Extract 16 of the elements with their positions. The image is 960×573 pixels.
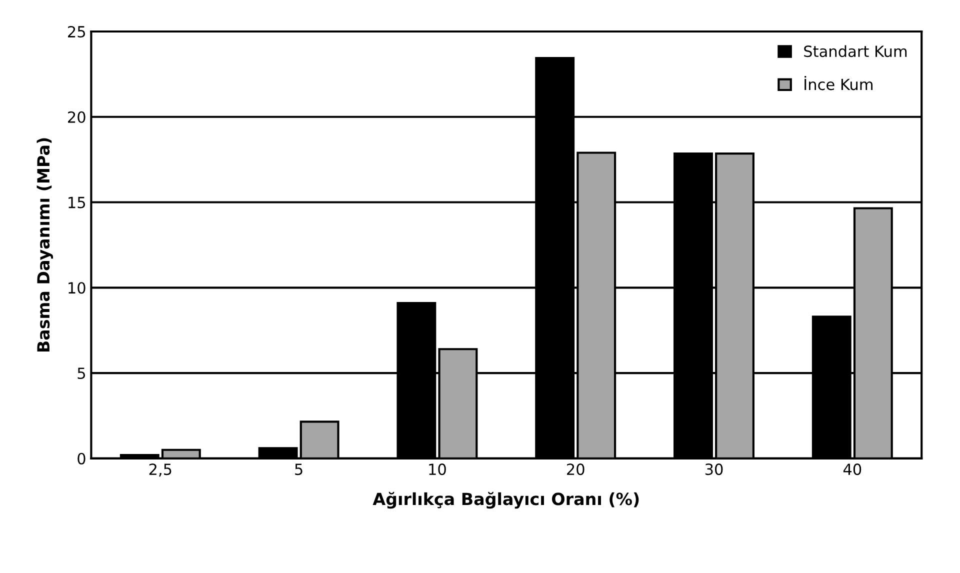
y-tick-label: 0 — [78, 452, 86, 464]
legend-label: İnce Kum — [804, 76, 872, 90]
y-tick-label: 15 — [68, 196, 86, 208]
x-tick-label: 40 — [843, 464, 862, 476]
x-tick-label: 5 — [295, 464, 302, 476]
legend-label: Standart Kum — [804, 45, 907, 58]
y-tick-label: 20 — [68, 111, 86, 123]
y-tick-label: 5 — [78, 368, 86, 380]
y-tick-label: 10 — [68, 282, 86, 294]
x-tick-label: 10 — [429, 464, 446, 476]
x-axis-title: Ağırlıkça Bağlayıcı Oranı (%) — [372, 492, 639, 509]
x-tick-label: 20 — [567, 464, 584, 476]
y-axis-title: Basma Dayanımı (MPa) — [36, 138, 54, 352]
y-tick-label: 25 — [68, 26, 86, 38]
x-tick-label: 2,5 — [149, 464, 172, 477]
x-tick-label: 30 — [705, 464, 723, 476]
